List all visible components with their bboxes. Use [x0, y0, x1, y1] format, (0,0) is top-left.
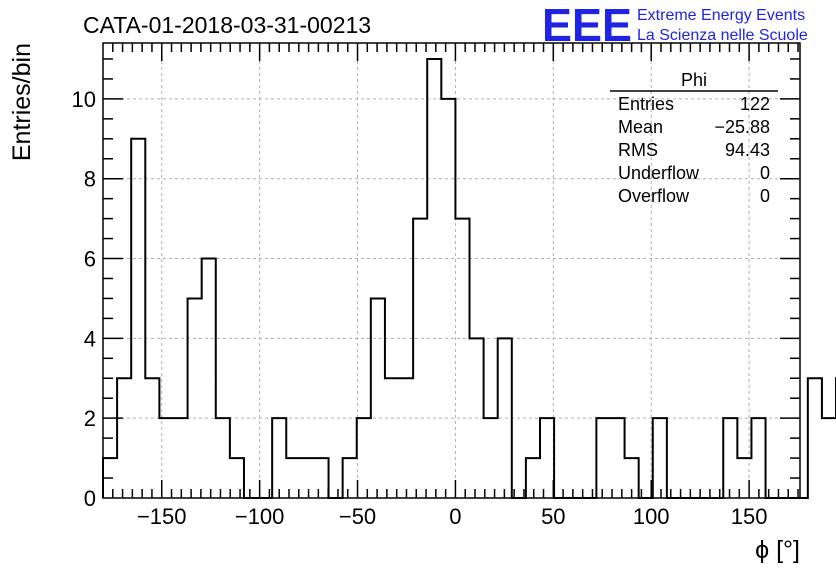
x-tick-label: −150	[137, 504, 187, 529]
x-tick-label: 100	[633, 504, 670, 529]
x-tick-labels: −150 −100 −50 0 50 100 150	[137, 504, 768, 529]
chart-title: CATA-01-2018-03-31-00213	[83, 12, 371, 38]
stats-row-label: Mean	[618, 117, 663, 137]
eee-logo-mark: EEE	[542, 0, 632, 51]
y-axis-label: Entries/bin	[8, 43, 36, 161]
ticks-layer	[103, 43, 800, 498]
stats-box: Phi Entries 122 Mean −25.88 RMS 94.43 Underflo…	[610, 70, 778, 206]
stats-row-label: RMS	[618, 140, 658, 160]
stats-title: Phi	[681, 70, 707, 90]
x-tick-label: −100	[235, 504, 285, 529]
stats-row-label: Overflow	[618, 186, 690, 206]
y-tick-label: 6	[84, 247, 96, 272]
y-tick-label: 0	[84, 486, 96, 511]
histogram-outline	[102, 57, 836, 499]
stats-row-label: Underflow	[618, 163, 700, 183]
y-tick-label: 2	[84, 406, 96, 431]
stats-row-value: 0	[760, 163, 770, 183]
stats-row-value: −25.88	[714, 117, 770, 137]
eee-logo-line2: La Scienza nelle Scuole	[637, 27, 808, 44]
stats-row-value: 94.43	[725, 140, 770, 160]
eee-logo-line1: Extreme Energy Events	[637, 7, 805, 24]
x-tick-label: 0	[449, 504, 461, 529]
y-tick-label: 10	[72, 87, 96, 112]
x-tick-label: −50	[339, 504, 376, 529]
x-tick-label: 50	[541, 504, 565, 529]
stats-rows: Entries 122 Mean −25.88 RMS 94.43 Underflow 0 Ov…	[618, 94, 770, 206]
y-tick-label: 4	[84, 326, 96, 351]
x-tick-label: 150	[731, 504, 768, 529]
x-axis-label: ϕ [°]	[755, 536, 800, 564]
grid-layer	[103, 43, 800, 498]
plot-frame	[102, 42, 801, 499]
stats-row-label: Entries	[618, 94, 674, 114]
stats-row-value: 0	[760, 186, 770, 206]
y-tick-labels: 0 2 4 6 8 10	[72, 87, 96, 511]
stats-row-value: 122	[740, 94, 770, 114]
eee-logo: EEE Extreme Energy Events La Scienza nel…	[542, 0, 808, 51]
y-tick-label: 8	[84, 167, 96, 192]
